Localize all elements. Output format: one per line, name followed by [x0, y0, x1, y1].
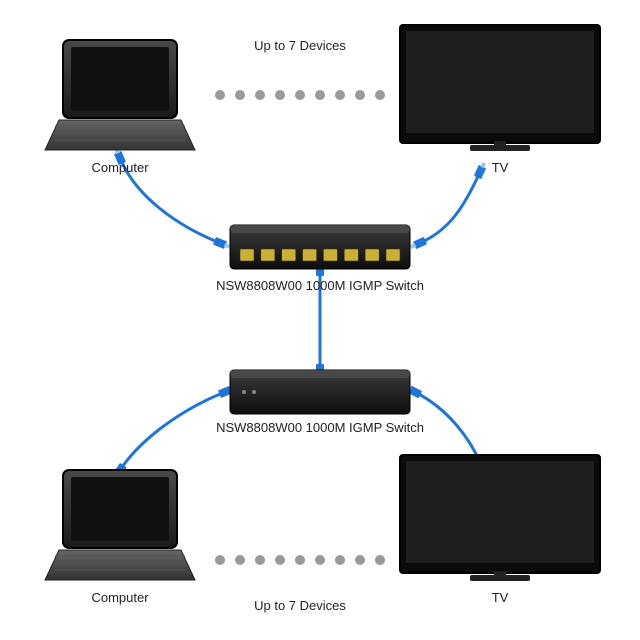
tv-icon-top [400, 25, 600, 151]
computer-top-label: Computer [91, 160, 149, 175]
tv-bottom-label: TV [492, 590, 509, 605]
devices-top-label: Up to 7 Devices [254, 38, 346, 53]
switch-icon-bottom [230, 370, 410, 414]
switch-bottom-label: NSW8808W00 1000M IGMP Switch [216, 420, 424, 435]
computer-bottom-label: Computer [91, 590, 149, 605]
computer-icon-top [45, 40, 195, 150]
device-dots-top [215, 90, 385, 100]
network-diagram: Computer Computer TV TV NSW8808W00 1000M… [0, 0, 640, 640]
tv-icon-bottom [400, 455, 600, 581]
devices-bottom-label: Up to 7 Devices [254, 598, 346, 613]
device-dots-bottom [215, 555, 385, 565]
switch-top-label: NSW8808W00 1000M IGMP Switch [216, 278, 424, 293]
tv-top-label: TV [492, 160, 509, 175]
computer-icon-bottom [45, 470, 195, 580]
switch-icon-top [230, 225, 410, 269]
